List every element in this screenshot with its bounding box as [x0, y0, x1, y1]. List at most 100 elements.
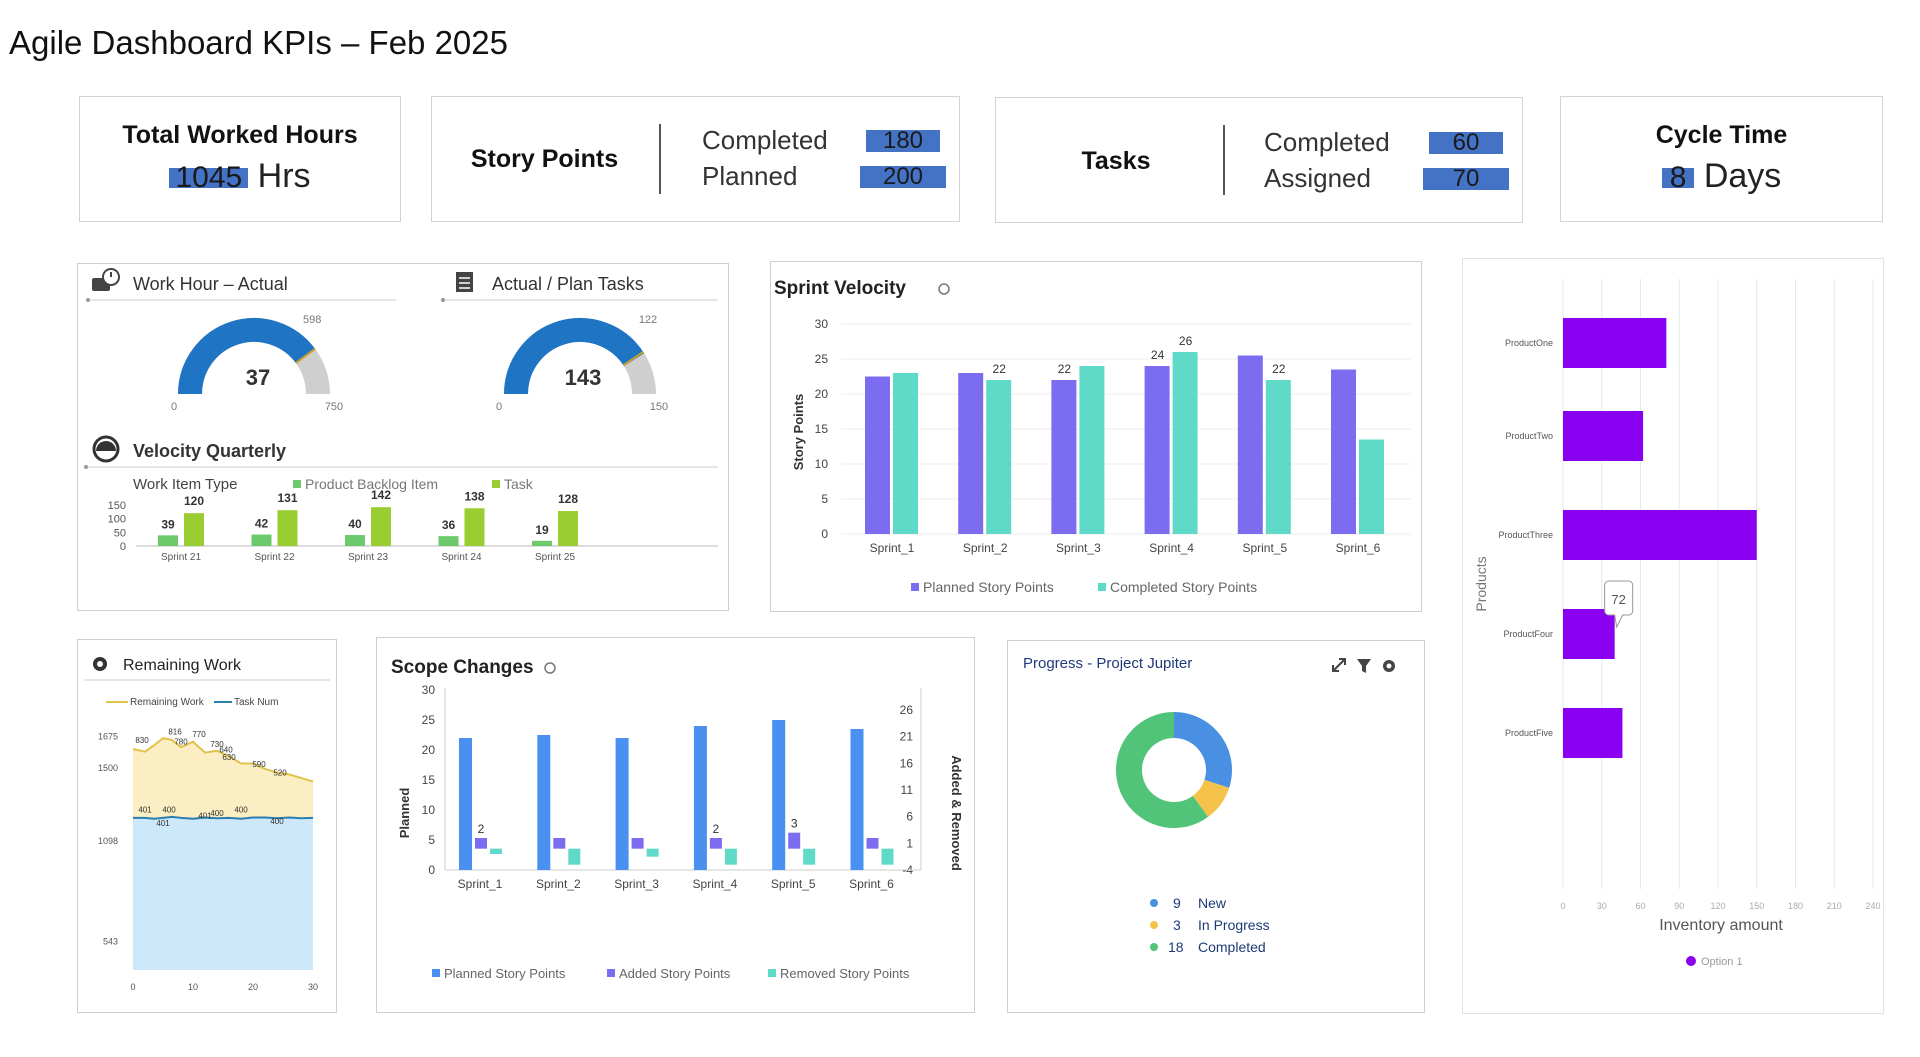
- expand-icon[interactable]: [1332, 658, 1346, 672]
- sv-bar-planned: [958, 373, 984, 534]
- donut-slice-new: [1174, 712, 1232, 788]
- sv-legend-b: Completed Story Points: [1110, 579, 1257, 595]
- vq-legend-title: Work Item Type: [133, 476, 237, 493]
- settings-gear-icon[interactable]: [1383, 660, 1395, 672]
- sc-ytick-right: 21: [900, 730, 914, 744]
- sc-bar-planned: [537, 735, 551, 870]
- gauge-hours-value: 37: [246, 365, 270, 390]
- sc-data-label: 2: [713, 822, 720, 836]
- sc-bar-added: [631, 838, 644, 849]
- inv-legend: Option 1: [1701, 956, 1743, 968]
- redacted-cycle-value: 8: [1661, 163, 1695, 193]
- inv-xtick: 180: [1788, 901, 1803, 911]
- vq-bar-pbi: [158, 535, 178, 546]
- sv-bar-planned: [1051, 380, 1077, 534]
- sc-legend-swatch-b: [607, 969, 615, 977]
- sc-ytick-left: 10: [422, 803, 436, 817]
- kpi-card-cycle-time: Cycle Time 8 Days: [1560, 96, 1883, 222]
- inventory-svg: Products 0 30 60 90 120 150 180 210 240 ProductOn…: [1473, 279, 1881, 968]
- inv-xtick: 120: [1710, 901, 1725, 911]
- inv-bar: [1563, 318, 1667, 368]
- panel-progress: Progress - Project Jupiter 9 New 3 In Pr…: [1007, 640, 1425, 1013]
- sv-legend-swatch-b: [1098, 583, 1106, 591]
- legend-label-in-progress: In Progress: [1198, 917, 1270, 933]
- sc-ytick-right: 16: [900, 756, 914, 770]
- sc-ytick-left: 0: [428, 863, 435, 877]
- sc-xtick: Sprint_6: [849, 877, 894, 891]
- rw-point-label: 640: [219, 746, 233, 755]
- vq-label-task: 131: [277, 491, 297, 505]
- inv-xtick: 90: [1674, 901, 1684, 911]
- sv-xtick: Sprint_2: [963, 541, 1008, 555]
- sv-data-label: 22: [993, 362, 1007, 376]
- scope-ylabel-right: Added & Removed: [949, 755, 964, 871]
- sc-xtick: Sprint_3: [614, 877, 659, 891]
- rw-point-label: 400: [270, 817, 284, 826]
- gauge-hours-marker: [295, 348, 316, 364]
- vq-ytick: 100: [108, 514, 126, 526]
- vq-label-pbi: 40: [348, 517, 362, 531]
- rw-ytick: 1500: [98, 763, 118, 773]
- sc-ytick-right: 6: [906, 810, 913, 824]
- inv-xtick: 30: [1597, 901, 1607, 911]
- cycle-unit: Days: [1703, 157, 1782, 195]
- sc-bar-added: [475, 838, 487, 849]
- donut-slice-in-progress: [1192, 779, 1230, 817]
- kpi-value-hours: 1045 Hrs: [80, 157, 400, 196]
- sv-legend-a: Planned Story Points: [923, 579, 1054, 595]
- sc-bar-removed: [490, 848, 502, 854]
- progress-title: Progress - Project Jupiter: [1023, 655, 1192, 672]
- sprint-velocity-title: Sprint Velocity: [774, 278, 906, 299]
- vq-bar-task: [558, 511, 578, 546]
- kpi-title-story-points: Story Points: [470, 145, 619, 173]
- gauge-hours-min: 0: [171, 401, 177, 413]
- vq-ytick: 0: [120, 541, 126, 553]
- tasks-assigned-value: 70: [1423, 167, 1509, 191]
- remaining-work-svg: Remaining Work Remaining Work Task Num 5…: [84, 657, 330, 992]
- sv-ytick: 20: [815, 387, 829, 401]
- inv-xtick: 60: [1635, 901, 1645, 911]
- vq-label-pbi: 19: [535, 523, 549, 537]
- gauge-tasks-value: 143: [565, 365, 602, 390]
- sv-xtick: Sprint_5: [1242, 541, 1287, 555]
- kpi-card-worked-hours: Total Worked Hours 1045 Hrs: [79, 96, 401, 222]
- inv-ytick: ProductTwo: [1505, 431, 1553, 441]
- remaining-title: Remaining Work: [123, 657, 242, 674]
- sc-bar-planned: [459, 738, 472, 870]
- rw-point-label: 590: [252, 760, 266, 769]
- vq-bar-pbi: [438, 536, 459, 546]
- kpi-divider: [1223, 125, 1225, 195]
- redacted-hours-value: 1045: [169, 163, 249, 193]
- vq-bar-task: [371, 507, 391, 546]
- kpi-value-cycle: 8 Days: [1561, 157, 1882, 196]
- inv-ytick: ProductFour: [1503, 629, 1553, 639]
- sv-xtick: Sprint_1: [870, 541, 915, 555]
- story-completed-label: Completed: [702, 125, 828, 155]
- document-icon: [456, 272, 473, 292]
- progress-donut: [1116, 712, 1232, 828]
- sc-bar-planned: [772, 720, 786, 870]
- gauge-hours-fill: [178, 318, 316, 395]
- sc-bar-planned: [850, 729, 864, 870]
- gauge-work-hours: 37 0 750 598: [171, 314, 343, 413]
- rw-line-task: [133, 815, 314, 820]
- scope-title: Scope Changes: [391, 657, 534, 678]
- rw-xtick: 30: [308, 982, 318, 992]
- vq-bar-task: [184, 513, 204, 546]
- filter-icon[interactable]: [1357, 659, 1371, 673]
- sv-bar-planned: [1237, 355, 1263, 534]
- gauge-tasks-max: 150: [650, 401, 668, 413]
- gauge-hours-marker-label: 598: [303, 314, 321, 326]
- inv-ytick: ProductThree: [1498, 530, 1553, 540]
- sv-ylabel: Story Points: [791, 394, 806, 471]
- kpi-title-cycle: Cycle Time: [1655, 121, 1788, 149]
- sc-legend-swatch-a: [432, 969, 440, 977]
- sv-data-label: 22: [1058, 362, 1072, 376]
- legend-count-in-progress: 3: [1173, 917, 1181, 933]
- gauge-tasks-marker-label: 122: [639, 314, 657, 326]
- vq-label-pbi: 36: [442, 518, 456, 532]
- inv-bar: [1563, 609, 1615, 659]
- sc-xtick: Sprint_4: [693, 877, 738, 891]
- sc-bar-added: [709, 838, 722, 849]
